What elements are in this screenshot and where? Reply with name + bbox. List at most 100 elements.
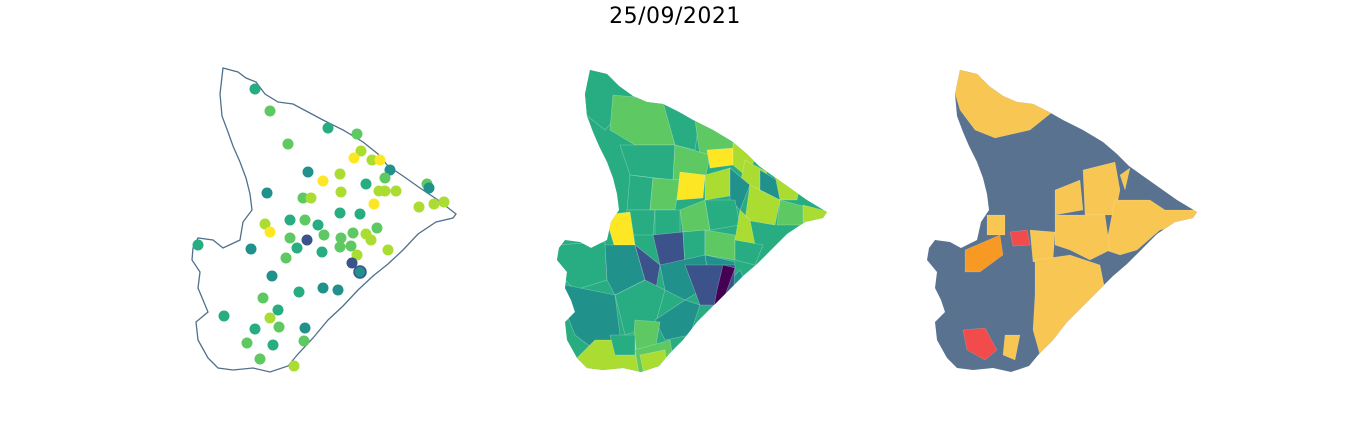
municipality-region xyxy=(706,147,736,169)
station-marker xyxy=(261,187,273,199)
station-marker xyxy=(249,323,261,335)
station-marker xyxy=(297,192,309,204)
station-marker xyxy=(382,244,394,256)
station-marker xyxy=(317,175,329,187)
category-region xyxy=(962,327,998,361)
municipality-regions xyxy=(557,70,827,372)
station-marker xyxy=(241,337,253,349)
category-region xyxy=(1032,254,1106,356)
municipality-region xyxy=(614,279,666,336)
station-marker xyxy=(272,304,284,316)
station-map-svg xyxy=(191,67,457,373)
station-marker xyxy=(267,339,279,351)
station-marker xyxy=(348,152,360,164)
category-regions xyxy=(927,70,1197,372)
station-marker xyxy=(259,218,271,230)
station-marker xyxy=(384,164,396,176)
station-marker xyxy=(335,186,347,198)
station-marker xyxy=(360,178,372,190)
station-marker xyxy=(365,234,377,246)
station-marker xyxy=(334,207,346,219)
station-marker xyxy=(347,227,359,239)
station-marker xyxy=(273,321,285,333)
station-marker xyxy=(379,172,391,184)
station-marker xyxy=(264,105,276,117)
category-map xyxy=(905,50,1205,390)
station-marker xyxy=(346,257,358,269)
station-marker xyxy=(374,154,386,166)
station-marker xyxy=(428,198,440,210)
station-marker xyxy=(332,284,344,296)
station-marker xyxy=(423,182,435,194)
station-marker xyxy=(305,192,317,204)
station-marker xyxy=(351,128,363,140)
station-marker xyxy=(316,246,328,258)
station-marker xyxy=(334,241,346,253)
station-marker xyxy=(312,219,324,231)
station-marker xyxy=(293,286,305,298)
station-marker xyxy=(318,229,330,241)
station-marker xyxy=(264,312,276,324)
municipality-region xyxy=(704,229,736,261)
station-marker xyxy=(390,185,402,197)
state-outline xyxy=(191,67,457,373)
station-marker xyxy=(299,322,311,334)
category-region xyxy=(1119,167,1131,191)
station-marker xyxy=(298,335,310,347)
station-marker xyxy=(302,166,314,178)
category-region xyxy=(1029,229,1056,263)
station-marker xyxy=(249,83,261,95)
station-marker xyxy=(284,214,296,226)
municipality-region xyxy=(704,199,741,231)
municipality-region xyxy=(654,209,681,236)
station-marker xyxy=(301,234,313,246)
station-marker xyxy=(353,265,367,279)
station-marker xyxy=(280,252,292,264)
municipality-region xyxy=(654,299,701,341)
station-marker xyxy=(379,185,391,197)
category-map-svg xyxy=(927,70,1197,372)
station-marker xyxy=(291,242,303,254)
category-region xyxy=(1009,229,1031,247)
station-marker xyxy=(257,292,269,304)
station-marker xyxy=(266,270,278,282)
municipality-region xyxy=(744,184,781,226)
category-region xyxy=(964,234,1004,273)
station-marker xyxy=(245,243,257,255)
municipality-region xyxy=(676,171,706,201)
station-marker xyxy=(192,239,204,251)
choropleth-map-svg xyxy=(557,70,827,372)
station-marker xyxy=(413,201,425,213)
station-marker xyxy=(335,232,347,244)
station-marker xyxy=(368,198,380,210)
municipality-region xyxy=(626,174,654,211)
category-region xyxy=(1054,214,1111,261)
station-marker xyxy=(218,310,230,322)
station-marker xyxy=(355,145,367,157)
station-marker xyxy=(288,360,300,372)
figure-title: 25/09/2021 xyxy=(609,4,741,29)
station-marker xyxy=(299,214,311,226)
station-marker xyxy=(284,232,296,244)
station-marker xyxy=(282,138,294,150)
municipality-region xyxy=(734,239,764,266)
station-markers xyxy=(192,83,450,372)
station-marker xyxy=(371,222,383,234)
station-marker xyxy=(322,122,334,134)
municipality-region xyxy=(639,349,668,372)
station-marker xyxy=(317,282,329,294)
category-region xyxy=(1002,334,1021,361)
station-marker xyxy=(366,154,378,166)
municipality-region xyxy=(609,334,636,356)
station-marker xyxy=(254,353,266,365)
category-region xyxy=(986,214,1006,236)
choropleth-map xyxy=(535,50,835,390)
category-region xyxy=(1054,179,1084,216)
station-marker xyxy=(438,196,450,208)
station-marker xyxy=(345,240,357,252)
station-marker xyxy=(351,249,363,261)
station-marker xyxy=(354,208,366,220)
station-points-map xyxy=(168,50,468,390)
municipality-region xyxy=(649,177,681,211)
station-marker xyxy=(264,226,276,238)
